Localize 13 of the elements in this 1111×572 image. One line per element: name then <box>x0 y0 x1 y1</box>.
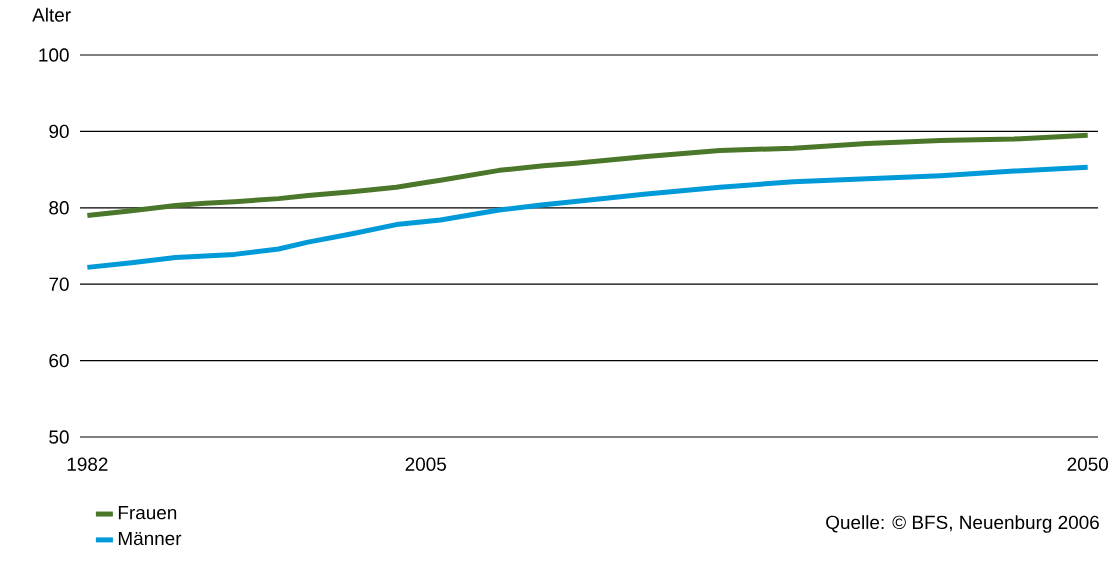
y-tick-label: 60 <box>49 353 69 368</box>
x-tick-label: 2005 <box>405 457 446 471</box>
y-tick-label: 50 <box>49 430 69 444</box>
x-tick-label: 2050 <box>1067 457 1108 471</box>
y-tick-label: 90 <box>49 124 69 139</box>
y-tick-label: 70 <box>49 277 69 291</box>
y-tick-label: 100 <box>39 48 69 62</box>
source-note: Quelle: © BFS, Neuenburg 2006 <box>826 515 1099 533</box>
legend-label: Männer <box>118 531 182 546</box>
legend-label: Frauen <box>118 506 177 520</box>
y-axis-title: Alter <box>32 7 71 22</box>
y-tick-label: 80 <box>49 201 69 215</box>
x-tick-label: 1982 <box>67 457 108 471</box>
